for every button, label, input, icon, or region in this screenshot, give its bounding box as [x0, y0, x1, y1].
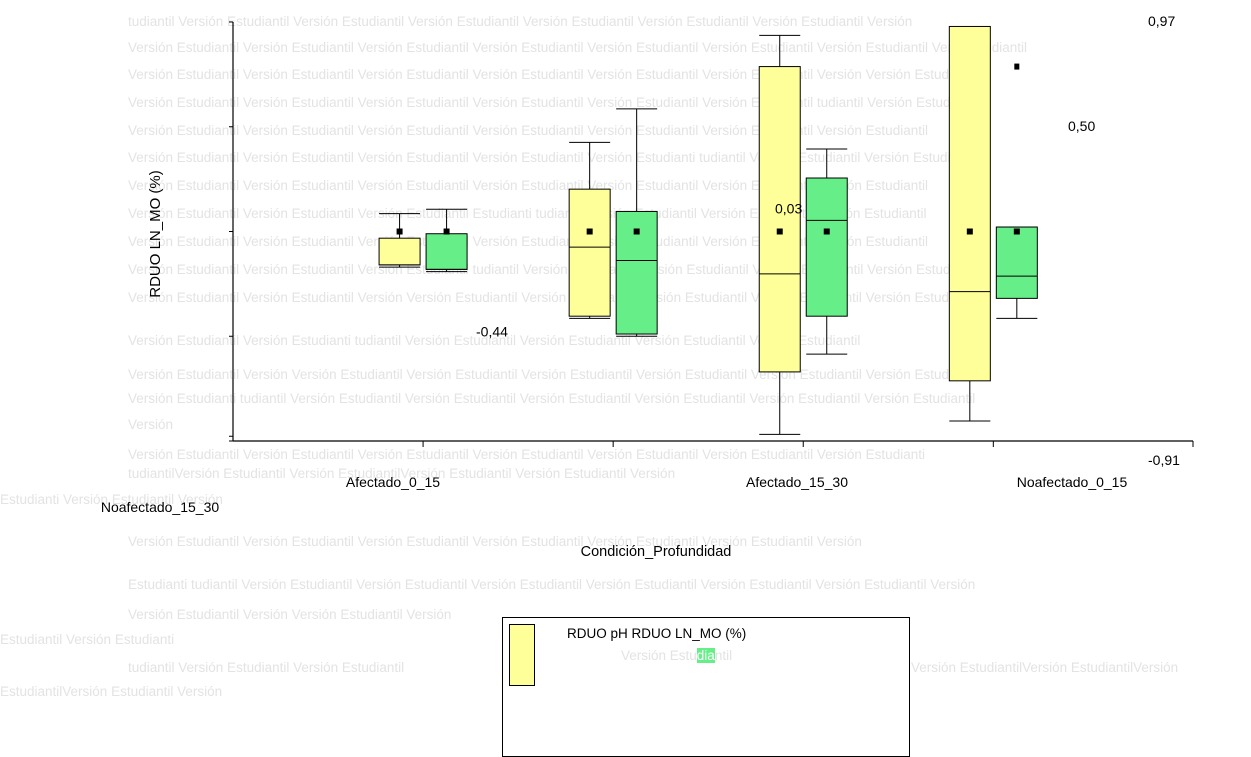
legend-watermark-start: Versión Estu [621, 648, 697, 663]
annotation-label: 0,50 [1068, 118, 1095, 134]
legend-watermark: Versión Estudiantil [621, 648, 732, 663]
annotation-labels: 0,97 0,50 0,03 -0,44 -0,91 [476, 13, 1180, 468]
x-tick-label: Noafectado_15_30 [101, 499, 220, 515]
y-axis-label: RDUO LN_MO (%) [147, 170, 164, 298]
box [758, 66, 801, 373]
box [995, 226, 1038, 299]
x-axis-label: Condición_Profundidad [581, 544, 732, 560]
legend: RDUO pH RDUO LN_MO (%) Versión Estudiant… [502, 617, 910, 757]
axes: Afectado_0_15 Noafectado_15_30 Afectado_15… [101, 21, 1194, 515]
mean-marker [966, 228, 973, 235]
mean-marker [776, 228, 783, 235]
x-tick-label: Noafectado_0_15 [1017, 474, 1128, 490]
boxes [378, 25, 1038, 435]
mean-marker [823, 228, 830, 235]
box [568, 188, 611, 317]
legend-label: RDUO pH RDUO LN_MO (%) [567, 626, 747, 641]
x-tick-label: Afectado_0_15 [346, 474, 440, 490]
legend-watermark-end: ntil [714, 648, 733, 663]
x-tick-label: Afectado_15_30 [746, 474, 848, 490]
outlier-point [1014, 63, 1020, 70]
mean-marker [1013, 228, 1020, 235]
annotation-label: 0,97 [1148, 13, 1175, 29]
mean-marker [633, 228, 640, 235]
legend-watermark-highlight: dia [696, 648, 715, 663]
annotation-label: 0,03 [775, 201, 802, 217]
box [805, 177, 848, 317]
legend-swatch [509, 624, 535, 686]
box [948, 25, 991, 382]
mean-marker [396, 228, 403, 235]
annotation-label: -0,91 [1148, 452, 1180, 468]
mean-marker [443, 228, 450, 235]
box [378, 237, 421, 266]
box [425, 233, 468, 270]
mean-marker [586, 228, 593, 235]
annotation-label: -0,44 [476, 323, 508, 339]
